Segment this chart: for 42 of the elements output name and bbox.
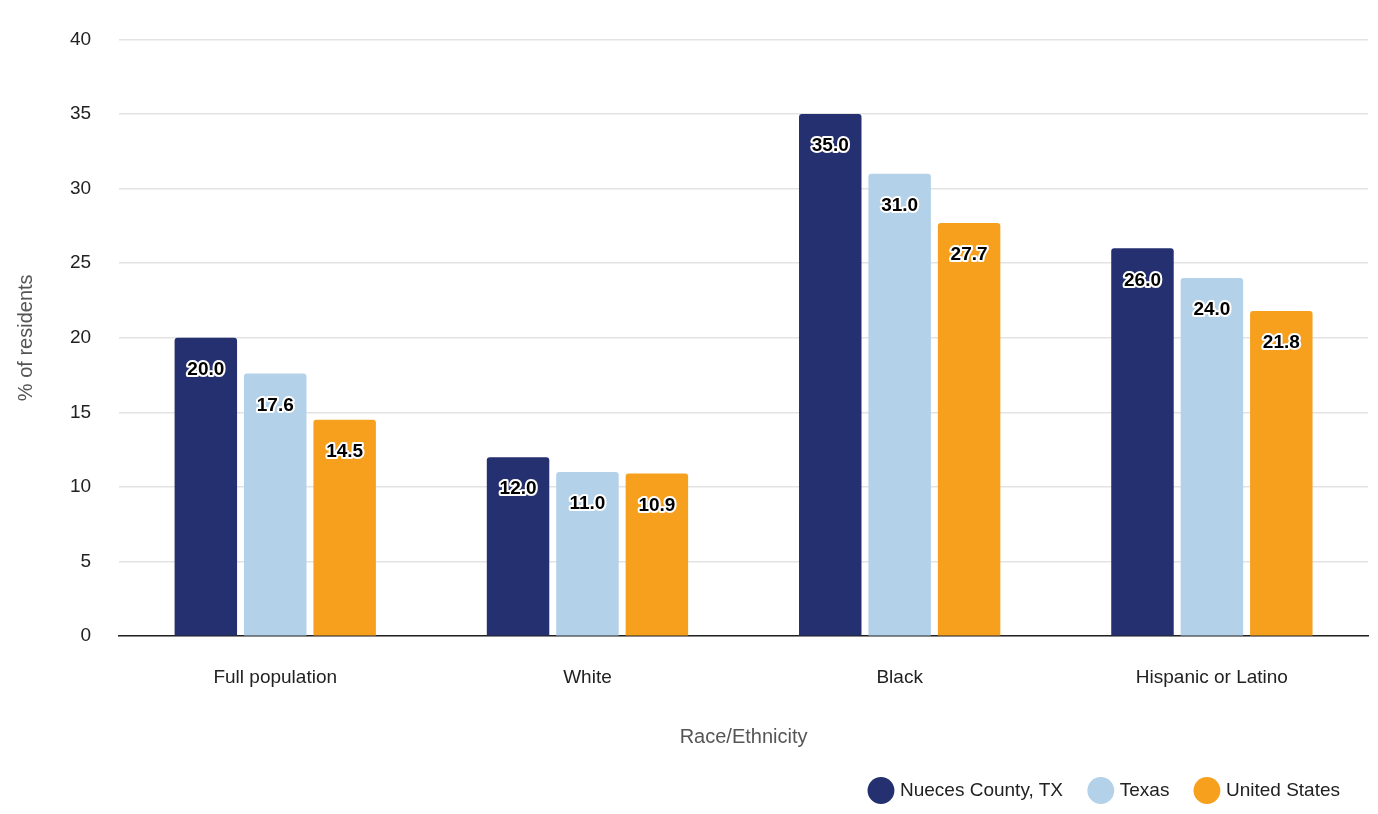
data-label: 31.0 [881,193,919,215]
y-tick-label: 5 [80,549,92,571]
bar [868,173,931,636]
x-tick-label: White [563,665,612,687]
x-tick-label: Hispanic or Latino [1135,665,1288,687]
data-label: 17.6 [256,393,294,415]
bar [174,337,238,636]
bar [313,419,376,636]
bar [556,472,619,636]
bar [937,222,1001,636]
x-tick-label: Full population [213,665,338,687]
y-tick-label: 35 [69,102,92,124]
data-label: 26.0 [1123,268,1161,290]
x-tick-label: Black [876,665,924,687]
y-axis-title: % of residents [13,274,36,402]
bar [244,373,307,636]
data-label: 11.0 [569,492,606,514]
y-tick-label: 40 [69,27,92,49]
x-axis-title: Race/Ethnicity [679,724,808,747]
legend-label: United States [1225,778,1341,800]
data-label: 27.7 [950,243,988,265]
data-label: 20.0 [187,358,225,380]
data-label: 35.0 [811,134,849,156]
bar [799,114,862,636]
y-tick-label: 15 [69,400,92,422]
data-label: 10.9 [638,493,676,515]
bar [1250,310,1313,636]
bar [1111,248,1174,636]
data-label: 24.0 [1193,298,1231,320]
legend-label: Nueces County, TX [899,778,1064,800]
y-tick-label: 25 [69,251,92,273]
bar [486,457,550,636]
y-tick-label: 20 [69,326,92,348]
y-tick-label: 0 [80,624,92,646]
data-label: 21.8 [1262,331,1300,353]
bar [625,473,689,636]
legend-label: Texas [1119,778,1170,800]
y-tick-label: 30 [69,176,92,198]
bar [1180,278,1244,636]
data-label: 14.5 [326,440,364,462]
data-label: 12.0 [499,477,537,499]
y-tick-label: 10 [69,475,92,497]
